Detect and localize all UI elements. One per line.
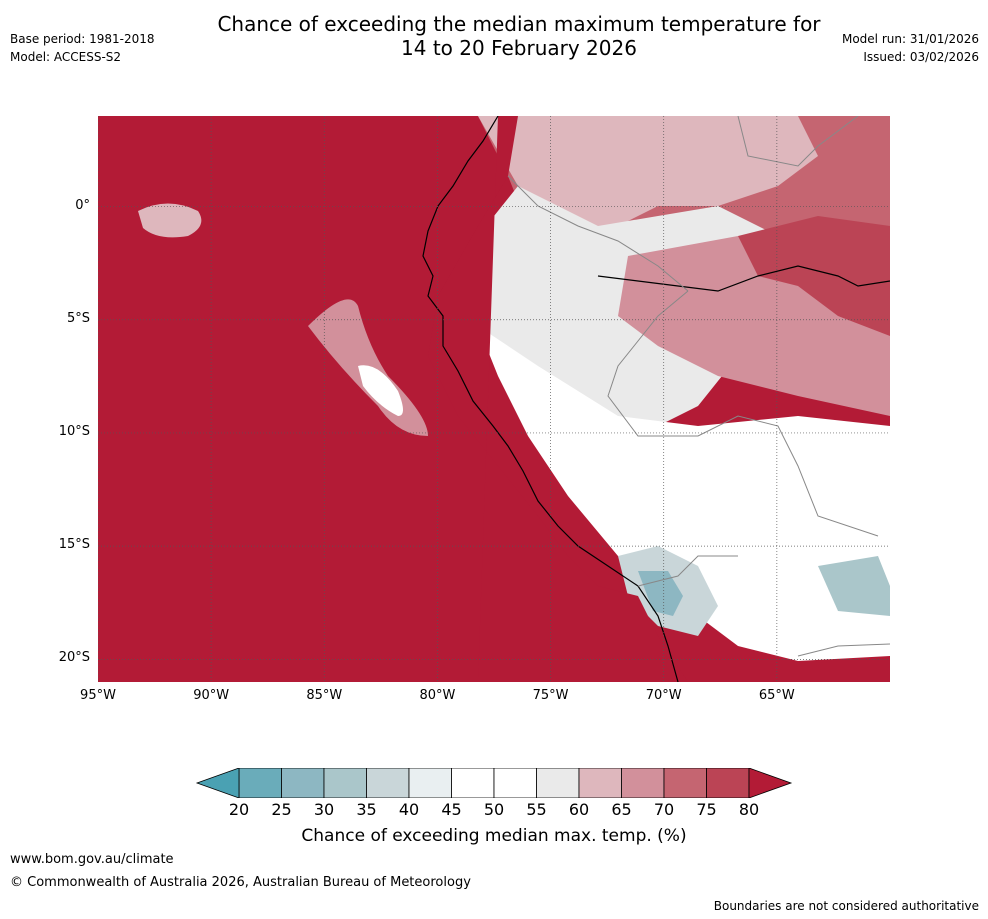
galapagos-anomaly [138, 203, 202, 238]
longitude-label: 70°W [645, 688, 682, 703]
colorbar-tick-label: 60 [568, 800, 590, 819]
latitude-label: 5°S [66, 310, 90, 326]
colorbar-cell [281, 768, 325, 798]
colorbar-cells [238, 768, 750, 798]
colorbar-tick-label: 25 [271, 800, 292, 819]
amazon-hot-region [738, 216, 890, 336]
longitude-label: 65°W [758, 688, 795, 703]
issued-text: Issued: 03/02/2026 [863, 50, 979, 64]
chart-title: Chance of exceeding the median maximum t… [0, 12, 988, 60]
base-period-text: Base period: 1981-2018 [10, 32, 155, 46]
offshore-anomaly-core [358, 365, 403, 416]
colorbar-tick-label: 65 [611, 800, 632, 819]
colorbar-cell [536, 768, 580, 798]
colorbar-tick-label: 50 [483, 800, 505, 819]
colorbar-tick-label: 40 [398, 800, 420, 819]
map-panel [98, 116, 890, 682]
colorbar-tick-label: 75 [696, 800, 717, 819]
colorbar-cell [663, 768, 707, 798]
website-link[interactable]: www.bom.gov.au/climate [10, 852, 174, 867]
colorbar-cell [451, 768, 495, 798]
coastal-hot-strip [428, 116, 688, 682]
longitude-label: 95°W [80, 688, 116, 703]
colorbar [195, 768, 793, 798]
meta-right: Model run: 31/01/2026 Issued: 03/02/2026 [842, 30, 979, 66]
colorbar-under-arrow [195, 768, 240, 798]
latitude-label: 20°S [58, 650, 90, 666]
country-borders [507, 116, 890, 657]
graticule [98, 116, 890, 682]
colorbar-tick-label: 45 [441, 800, 462, 819]
title-line-1: Chance of exceeding the median maximum t… [217, 12, 821, 36]
cool-patch-east [818, 556, 890, 616]
latitude-label: 10°S [58, 423, 90, 439]
disclaimer-text: Boundaries are not considered authoritat… [713, 899, 979, 913]
title-line-2: 14 to 20 February 2026 [401, 36, 637, 60]
latitude-label: 0° [75, 197, 90, 213]
colorbar-tick-label: 55 [526, 800, 547, 819]
colorbar-cell [238, 768, 282, 798]
latitude-label: 15°S [58, 537, 90, 553]
colorbar-tick-label: 80 [738, 800, 760, 819]
colorbar-tick-label: 35 [356, 800, 377, 819]
longitude-label: 85°W [306, 688, 343, 703]
longitude-label: 90°W [193, 688, 230, 703]
longitude-label: 75°W [532, 688, 569, 703]
model-run-text: Model run: 31/01/2026 [841, 32, 979, 46]
land-white-region [478, 326, 890, 661]
meta-left: Base period: 1981-2018 Model: ACCESS-S2 [10, 30, 155, 66]
probability-map [98, 116, 890, 682]
colorbar-cell [323, 768, 367, 798]
colorbar-cell [366, 768, 410, 798]
colorbar-label: Chance of exceeding median max. temp. (%… [301, 826, 687, 846]
colorbar-tick-label: 70 [653, 800, 675, 819]
colorbar-tick-label: 30 [313, 800, 335, 819]
coastline [422, 116, 890, 682]
colorbar-cell [493, 768, 537, 798]
copyright-text: © Commonwealth of Australia 2026, Austra… [10, 875, 471, 890]
longitude-label: 80°W [419, 688, 456, 703]
colorbar-tick-label: 20 [228, 800, 250, 819]
model-text: Model: ACCESS-S2 [10, 50, 122, 64]
colorbar-cell [408, 768, 452, 798]
probability-field [138, 116, 890, 682]
colorbar-cell [621, 768, 665, 798]
colorbar-cell [578, 768, 622, 798]
cool-patch-deep [638, 571, 683, 616]
colorbar-cell [706, 768, 750, 798]
colorbar-over-arrow [748, 768, 793, 798]
